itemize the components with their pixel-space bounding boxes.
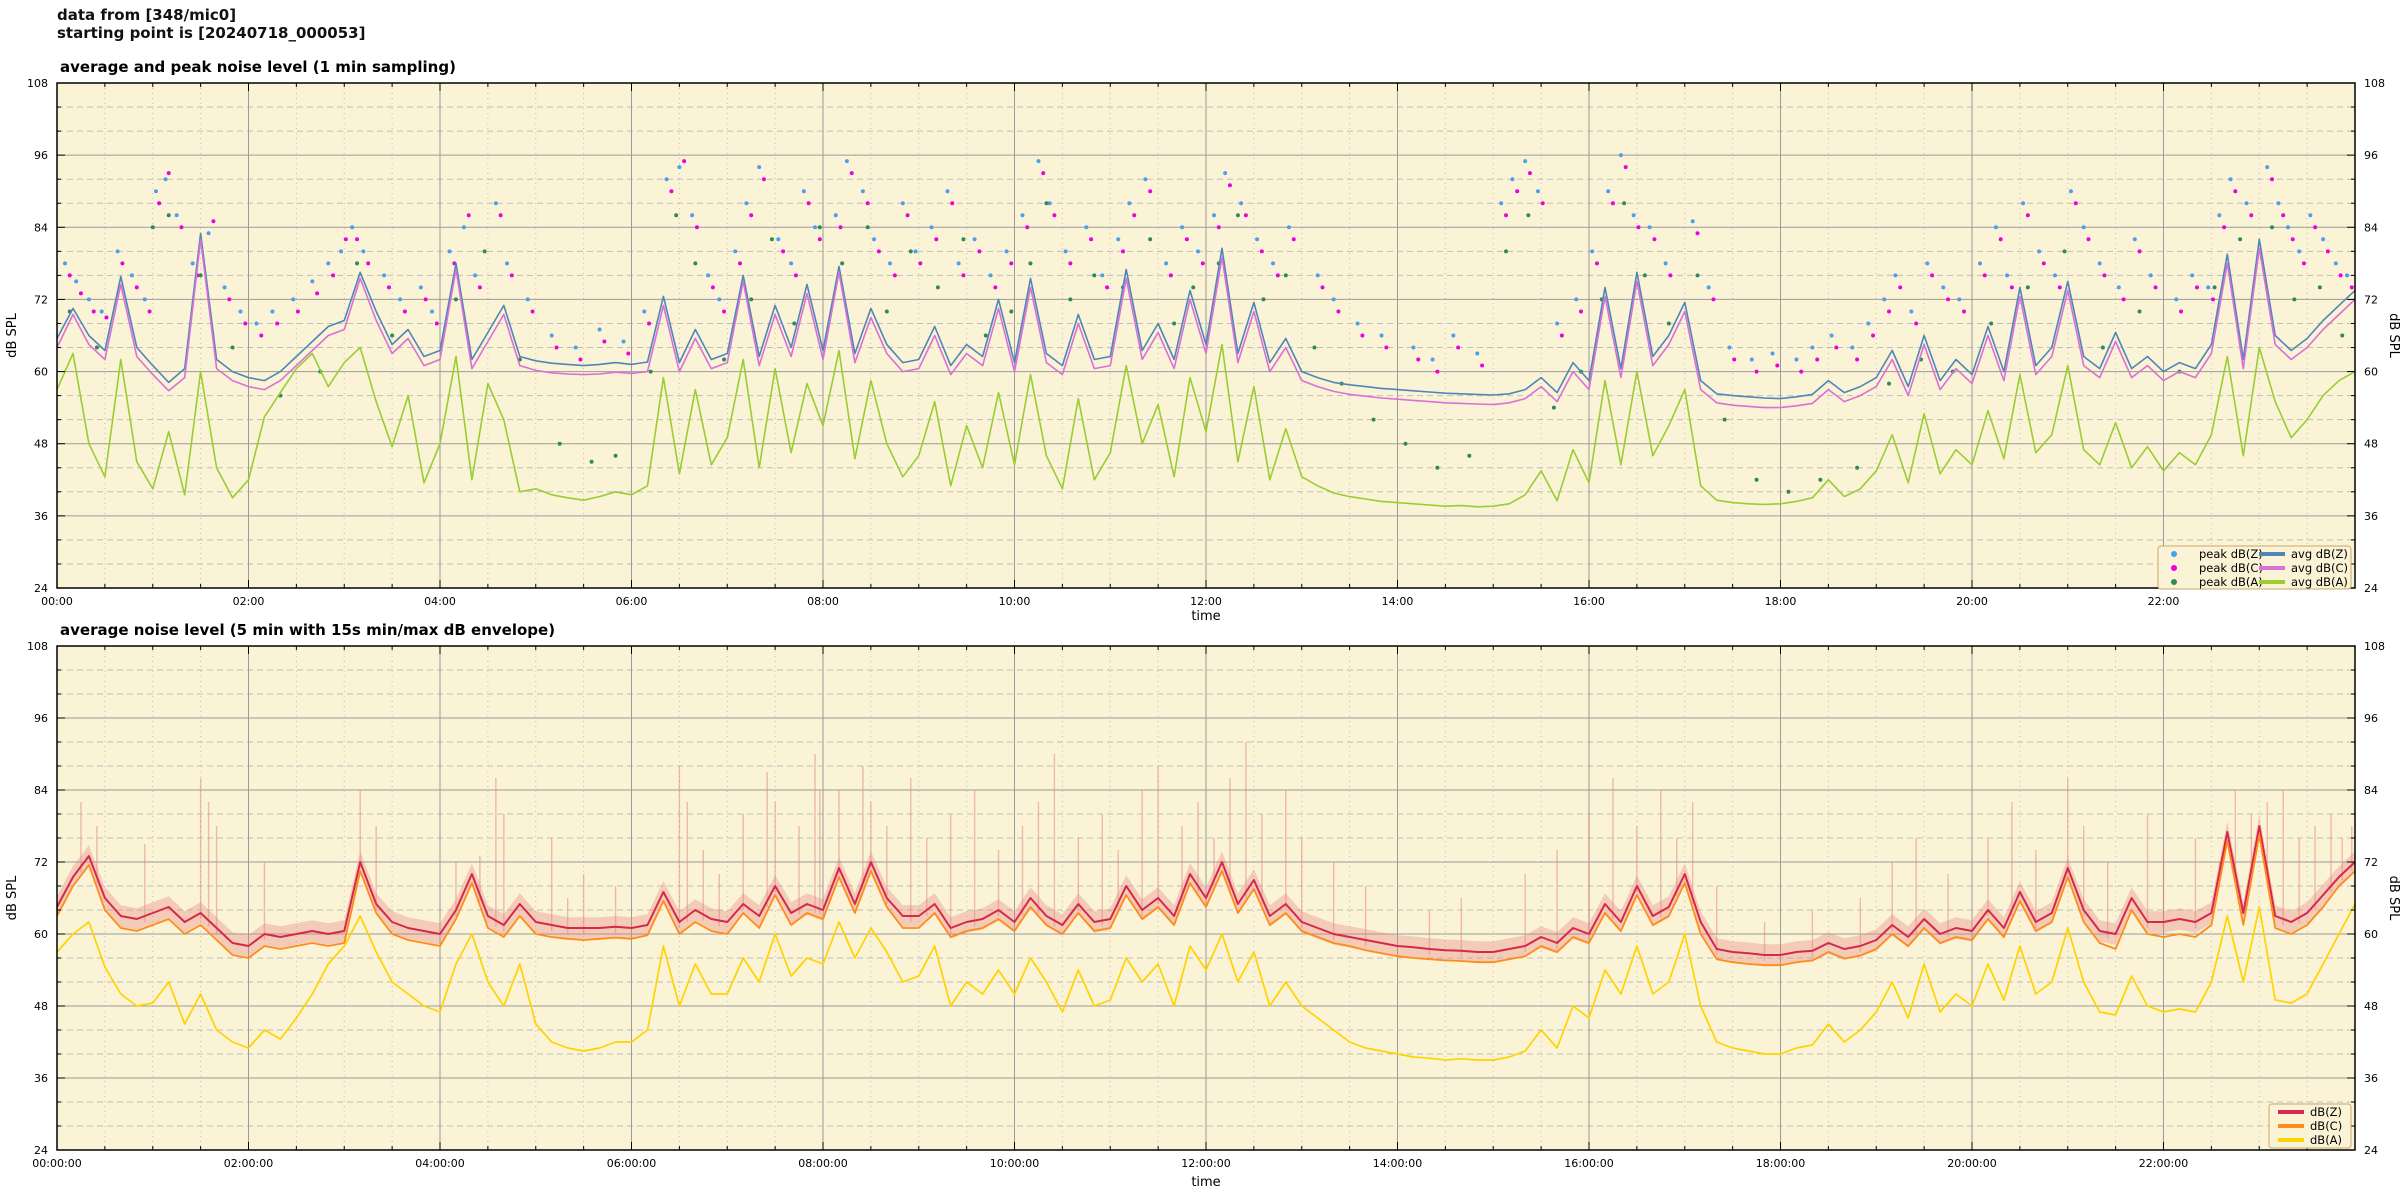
y-axis-label-right: dB SPL [2386,313,2400,358]
x-tick-label: 12:00 [1190,595,1222,608]
x-tick-label: 08:00 [807,595,839,608]
x-tick-label: 18:00:00 [1756,1157,1805,1170]
y-tick-label-left: 72 [34,293,48,306]
x-tick-label: 14:00:00 [1373,1157,1422,1170]
y-tick-label-right: 60 [2364,366,2378,379]
y-tick-label-right: 96 [2364,149,2378,162]
y-tick-label-right: 96 [2364,712,2378,725]
y-tick-label-right: 72 [2364,856,2378,869]
x-tick-label: 20:00 [1956,595,1988,608]
x-tick-label: 12:00:00 [1181,1157,1230,1170]
y-tick-label-right: 72 [2364,293,2378,306]
legend-label: peak dB(Z) [2199,547,2263,561]
y-tick-label-left: 72 [34,856,48,869]
legend-marker-dot [2171,551,2177,557]
y-tick-label-left: 48 [34,438,48,451]
tick-labels: 00:00:00 02:00:00 04:00:00 06:00:00 08:00:00… [27,640,2385,1170]
x-tick-label: 06:00 [616,595,648,608]
legend-marker-dot [2171,579,2177,585]
series-avg-db-a- [56,343,2356,508]
x-tick-label: 14:00 [1382,595,1414,608]
x-axis-label: time [1191,1175,1220,1190]
y-tick-label-left: 60 [34,928,48,941]
header-line-2: starting point is [20240718_000053] [57,24,366,42]
y-tick-label-left: 48 [34,1000,48,1013]
series-avg-db-c- [56,238,2356,409]
x-axis-label: time [1191,609,1220,624]
x-tick-label: 16:00 [1573,595,1605,608]
y-tick-label-right: 84 [2364,221,2378,234]
x-tick-label: 20:00:00 [1947,1157,1996,1170]
header: data from [348/mic0] starting point is [… [57,6,365,42]
x-tick-label: 10:00:00 [990,1157,1039,1170]
series-db-c- [56,834,2356,967]
x-tick-label: 22:00 [2148,595,2180,608]
x-tick-label: 04:00:00 [415,1157,464,1170]
y-tick-label-left: 36 [34,510,48,523]
legend-label: avg dB(C) [2291,561,2348,575]
y-tick-label-right: 48 [2364,438,2378,451]
x-tick-label: 02:00:00 [224,1157,273,1170]
legend-label: dB(A) [2310,1133,2342,1147]
x-tick-label: 02:00 [233,595,265,608]
x-tick-label: 10:00 [999,595,1031,608]
y-tick-label-left: 24 [34,1144,48,1157]
y-axis-label-right: dB SPL [2386,876,2400,921]
y-tick-label-right: 108 [2364,640,2385,653]
y-tick-label-left: 84 [34,784,48,797]
y-axis-label-left: dB SPL [5,875,20,920]
tick-labels: 00:00 02:00 04:00 06:00 08:00 10:00 12:00 14:00… [27,77,2385,608]
y-tick-label-left: 96 [34,712,48,725]
legend-label: dB(Z) [2310,1105,2342,1119]
y-tick-label-right: 108 [2364,77,2385,90]
legend-label: dB(C) [2310,1119,2342,1133]
x-tick-label: 18:00 [1765,595,1797,608]
legend-marker-dot [2171,565,2177,571]
chart-1: 00:00 02:00 04:00 06:00 08:00 10:00 12:00 14:00… [5,58,2400,624]
x-tick-label: 16:00:00 [1564,1157,1613,1170]
series-peak-db-c- [67,159,2354,374]
y-tick-label-left: 108 [27,640,48,653]
x-tick-label: 00:00 [41,595,73,608]
chart-title: average noise level (5 min with 15s min/… [60,621,555,639]
y-tick-label-right: 48 [2364,1000,2378,1013]
legend: peak dB(Z)peak dB(C)peak dB(A)avg dB(Z)a… [2157,545,2352,590]
legend-label: peak dB(A) [2199,575,2263,589]
header-line-1: data from [348/mic0] [57,6,237,24]
y-axis-label-left: dB SPL [5,312,20,357]
x-tick-label: 00:00:00 [32,1157,81,1170]
y-tick-label-left: 36 [34,1072,48,1085]
series-db-z- [56,825,2356,956]
x-tick-label: 04:00 [424,595,456,608]
y-tick-label-left: 108 [27,77,48,90]
y-tick-label-left: 24 [34,582,48,595]
series-avg-db-z- [56,232,2356,400]
y-tick-label-right: 60 [2364,928,2378,941]
chart-2: 00:00:00 02:00:00 04:00:00 06:00:00 08:00:00… [5,621,2400,1190]
chart-title: average and peak noise level (1 min samp… [60,58,456,76]
y-tick-label-right: 36 [2364,1072,2378,1085]
y-tick-label-left: 60 [34,366,48,379]
y-tick-label-right: 84 [2364,784,2378,797]
x-tick-label: 06:00:00 [607,1157,656,1170]
series-peak-db-z- [62,153,2350,362]
legend-label: avg dB(Z) [2291,547,2348,561]
x-tick-label: 08:00:00 [798,1157,847,1170]
y-tick-label-left: 84 [34,221,48,234]
y-tick-label-left: 96 [34,149,48,162]
legend-label: peak dB(C) [2199,561,2263,575]
legend: dB(Z)dB(C)dB(A) [2268,1103,2352,1149]
y-tick-label-right: 24 [2364,582,2378,595]
x-tick-label: 22:00:00 [2139,1157,2188,1170]
y-tick-label-right: 24 [2364,1144,2378,1157]
series-db-a- [56,903,2356,1061]
legend-label: avg dB(A) [2291,575,2348,589]
y-tick-label-right: 36 [2364,510,2378,523]
